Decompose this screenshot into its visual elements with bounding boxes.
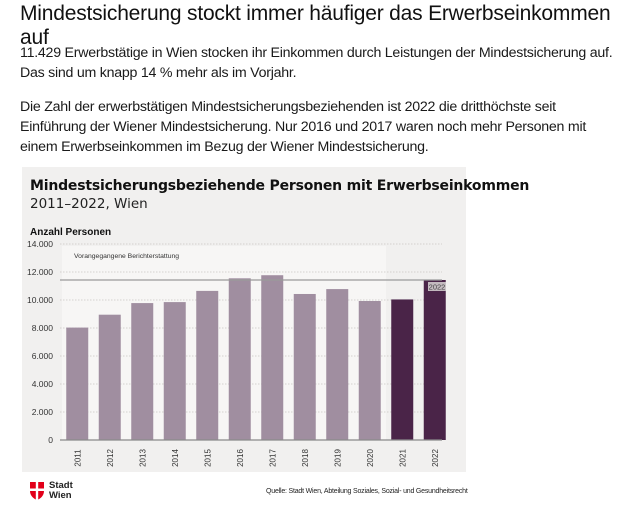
y-tick-label: 12.000 [27,267,53,277]
bar-2015 [196,290,219,440]
x-tick-label: 2013 [138,449,147,467]
bar-2019 [326,289,349,440]
bar-2013 [131,303,154,440]
bar-2012 [98,314,121,440]
y-tick-label: 0 [48,435,53,445]
x-tick-label: 2014 [171,449,180,467]
y-tick-label: 2.000 [32,407,54,417]
bar-2011 [66,327,89,440]
article-paragraph-2: Die Zahl der erwerbstätigen Mindestsiche… [20,99,587,155]
chart-subtitle: 2011–2022, Wien [30,196,148,212]
y-tick-label: 6.000 [32,351,54,361]
x-tick-label: 2016 [236,449,245,467]
reference-line-label: 2022 [429,282,446,291]
stadt-wien-logo: Stadt Wien [30,481,73,500]
article-headline: Mindestsicherung stockt immer häufiger d… [20,2,611,49]
bar-2014 [163,302,186,440]
x-tick-label: 2017 [268,449,277,467]
x-tick-label: 2012 [106,449,115,467]
x-tick-label: 2020 [366,449,375,467]
bar-2017 [261,275,284,440]
x-tick-label: 2022 [431,449,440,467]
logo-text-line1: Stadt [49,480,73,491]
reference-label-bg [428,281,446,291]
bar-2020 [358,300,381,440]
source-note: Quelle: Stadt Wien, Abteilung Soziales, … [266,488,468,495]
y-tick-label: 4.000 [32,379,54,389]
bar-2022 [423,279,446,440]
x-tick-label: 2021 [398,449,407,467]
bar-2021 [391,299,414,440]
x-tick-label: 2019 [333,449,342,467]
article-paragraph-1: 11.429 Erwerbstätige in Wien stocken ihr… [20,45,613,81]
chart-title: Mindestsicherungsbeziehende Personen mit… [30,178,530,194]
vienna-coat-of-arms-icon [30,481,44,500]
x-tick-label: 2018 [301,449,310,467]
x-tick-label: 2015 [203,449,212,467]
bar-2018 [293,293,316,440]
y-tick-label: 14.000 [27,239,53,249]
x-tick-label: 2011 [73,449,82,467]
bar-2016 [228,278,251,440]
region-annotation: Vorangegangene Berichterstattung [74,253,179,260]
logo-text-line2: Wien [49,489,72,501]
y-tick-label: 8.000 [32,323,54,333]
y-axis-label: Anzahl Personen [30,227,112,238]
y-tick-label: 10.000 [27,295,53,305]
